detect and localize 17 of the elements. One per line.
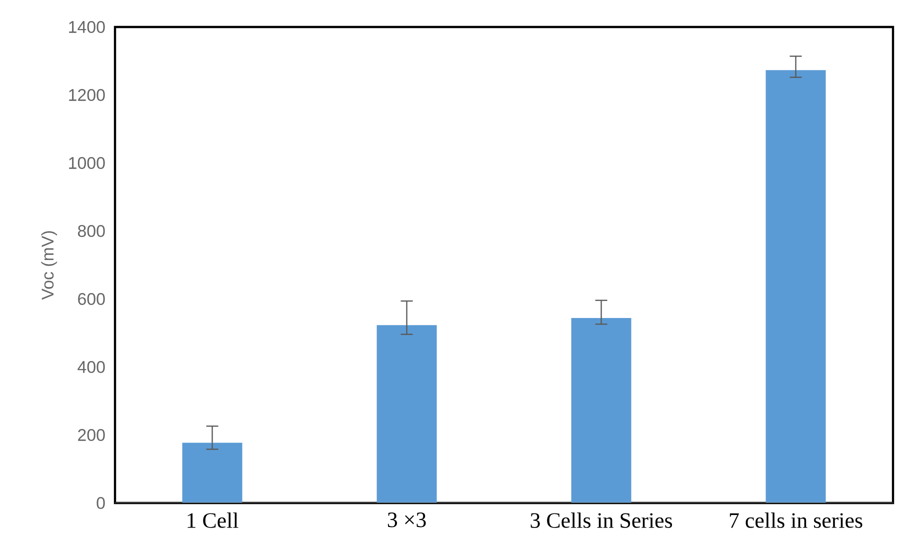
x-tick-label: 7 cells in series [730, 512, 862, 528]
y-tick-label: 0 [96, 496, 105, 509]
y-tick-label: 1400 [69, 20, 105, 33]
x-tick-label: 1 Cell [188, 512, 238, 528]
x-tick-label: 3 ×3 [388, 512, 426, 528]
bar [766, 70, 826, 503]
x-tick-label: 3 Cells in Series [530, 512, 672, 528]
bar [182, 442, 242, 503]
y-tick-label: 400 [78, 360, 105, 373]
bar [571, 318, 632, 503]
y-axis-title: Voc (mV) [41, 231, 57, 300]
y-tick-label: 1200 [69, 88, 105, 101]
y-tick-label: 1000 [69, 156, 105, 169]
y-tick-label: 200 [78, 428, 105, 441]
y-tick-label: 800 [78, 224, 105, 237]
bar [376, 325, 437, 503]
y-tick-label: 600 [78, 292, 105, 305]
